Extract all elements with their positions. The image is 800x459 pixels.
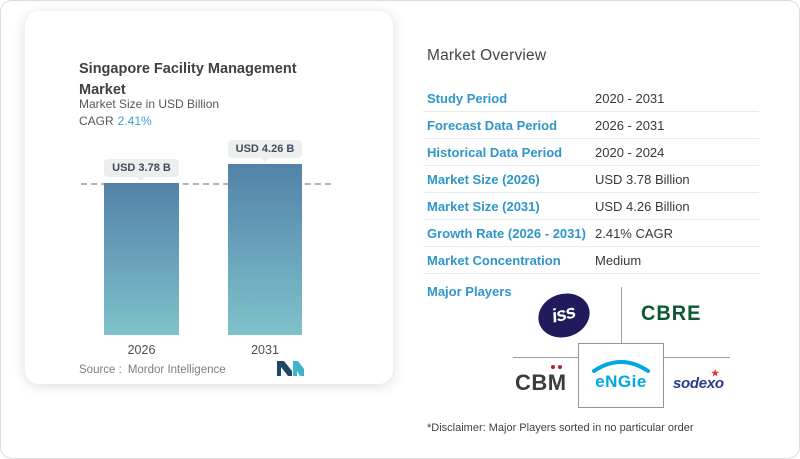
iss-logo-text: iss — [549, 301, 578, 328]
table-row: Historical Data Period 2020 - 2024 — [423, 139, 759, 166]
row-value: USD 3.78 Billion — [595, 171, 690, 187]
cbm-logo-text: CB — [515, 370, 548, 395]
table-row: Market Concentration Medium — [423, 247, 759, 274]
source-label: Source : — [79, 364, 122, 376]
major-players-label: Major Players — [427, 284, 512, 299]
table-row: Market Size (2031) USD 4.26 Billion — [423, 193, 759, 220]
bar-2031 — [228, 164, 302, 335]
table-row: Market Size (2026) USD 3.78 Billion — [423, 166, 759, 193]
engie-logo: eNGie — [578, 343, 664, 408]
row-value: 2026 - 2031 — [595, 117, 665, 133]
row-label: Forecast Data Period — [427, 117, 558, 133]
cbm-logo: CBM — [515, 365, 567, 396]
row-value: 2020 - 2031 — [595, 90, 665, 106]
mordor-intelligence-logo-icon — [277, 361, 304, 376]
cagr-label: CAGR — [79, 114, 114, 128]
bar-group-2026: USD 3.78 B 2026 — [104, 159, 179, 357]
value-badge-2031: USD 4.26 B — [227, 140, 303, 162]
row-label: Market Size (2031) — [427, 198, 540, 214]
cbm-m-text: M — [547, 370, 567, 395]
engie-logo-text: eNGie — [595, 372, 647, 391]
cbm-logo-m: M — [547, 365, 567, 396]
source-value: Mordor Intelligence — [127, 364, 226, 376]
cbre-logo: CBRE — [641, 302, 702, 325]
table-row: Growth Rate (2026 - 2031) 2.41% CAGR — [423, 220, 759, 247]
cagr-value: 2.41% — [117, 114, 152, 128]
row-label: Historical Data Period — [427, 144, 563, 160]
source-row: Source : Mordor Intelligence — [79, 364, 226, 376]
row-value: Medium — [595, 252, 642, 268]
table-row: Forecast Data Period 2026 - 2031 — [423, 112, 759, 139]
card-subtitle: Market Size in USD Billion — [79, 97, 220, 111]
reference-dashed-line — [81, 183, 331, 185]
bar-group-2031: USD 4.26 B 2031 — [227, 140, 303, 357]
sodexo-logo: sodex ★ o — [673, 368, 724, 392]
row-label: Market Size (2026) — [427, 171, 540, 187]
sodexo-star-icon: ★ — [711, 368, 719, 378]
logo-divider-vertical — [621, 287, 622, 344]
sodexo-x-text: x — [706, 375, 715, 392]
row-label: Market Concentration — [427, 252, 561, 268]
sodexo-x: x ★ — [706, 368, 719, 392]
row-value: 2.41% CAGR — [595, 225, 674, 241]
table-row: Study Period 2020 - 2031 — [423, 85, 759, 112]
engie-arc-icon — [592, 360, 650, 373]
row-label: Study Period — [427, 90, 508, 106]
overview-title: Market Overview — [427, 47, 547, 64]
sodexo-text-prefix: sode — [673, 375, 707, 392]
bar-2026 — [104, 183, 179, 335]
row-value: 2020 - 2024 — [595, 144, 665, 160]
axis-label-2031: 2031 — [251, 343, 279, 357]
value-badge-2026: USD 3.78 B — [104, 159, 179, 181]
cbm-dots-icon — [550, 365, 562, 369]
row-value: USD 4.26 Billion — [595, 198, 690, 214]
market-size-card: Singapore Facility Management Market Mar… — [25, 11, 393, 384]
sodexo-text-suffix: o — [714, 375, 724, 392]
card-title: Singapore Facility Management Market — [79, 61, 297, 99]
row-label: Growth Rate (2026 - 2031) — [427, 225, 586, 241]
iss-logo: iss — [532, 287, 596, 344]
overview-table: Study Period 2020 - 2031 Forecast Data P… — [423, 85, 759, 274]
axis-label-2026: 2026 — [127, 343, 156, 357]
disclaimer-text: *Disclaimer: Major Players sorted in no … — [427, 422, 694, 434]
cagr-line: CAGR 2.41% — [79, 114, 152, 128]
